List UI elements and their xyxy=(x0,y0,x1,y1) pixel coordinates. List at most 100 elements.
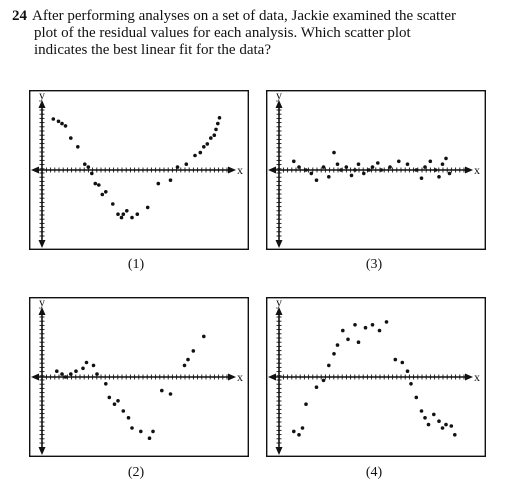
scatter-point xyxy=(135,212,140,216)
scatter-point xyxy=(405,162,410,166)
scatter-point xyxy=(363,325,368,330)
x-axis-label: x xyxy=(474,163,480,177)
scatter-point xyxy=(353,323,357,327)
scatter-point xyxy=(304,168,308,172)
scatter-point xyxy=(440,426,445,430)
scatter-point xyxy=(209,136,213,140)
scatter-point xyxy=(95,372,99,376)
scatter-point xyxy=(84,360,89,365)
scatter-point xyxy=(419,176,424,180)
scatter-point xyxy=(130,426,134,430)
scatter-point xyxy=(314,385,319,389)
plot-frame xyxy=(265,89,487,251)
scatter-point xyxy=(314,178,319,182)
scatter-point xyxy=(76,145,80,149)
scatter-point xyxy=(191,349,196,353)
scatter-point xyxy=(379,168,384,172)
scatter-point xyxy=(156,181,161,186)
scatter-point xyxy=(121,212,126,216)
plot-frame xyxy=(28,296,250,458)
scatter-point xyxy=(332,352,336,356)
scatter-point xyxy=(202,145,206,149)
scatter-point xyxy=(175,165,180,169)
scatter-point xyxy=(292,159,296,164)
scatter-point xyxy=(121,409,126,413)
y-axis-arrow xyxy=(38,307,46,315)
scatter-point xyxy=(119,215,124,220)
scatter-point xyxy=(414,395,419,400)
scatter-point xyxy=(362,171,366,176)
scatter-plot-3: xy xyxy=(265,88,487,251)
scatter-point xyxy=(91,363,96,368)
scatter-point xyxy=(139,429,143,434)
x-axis-arrow xyxy=(465,166,473,174)
y-axis-arrow xyxy=(275,307,283,315)
scatter-point xyxy=(346,337,350,342)
y-axis-label: y xyxy=(39,88,45,102)
scatter-point xyxy=(297,165,301,169)
scatter-point xyxy=(100,192,105,197)
scatter-point xyxy=(186,357,190,362)
y-axis-arrow xyxy=(38,100,46,108)
scatter-point xyxy=(116,212,120,216)
scatter-point xyxy=(304,402,308,406)
x-axis-arrow-left xyxy=(268,166,276,174)
scatter-point xyxy=(397,159,401,164)
scatter-point xyxy=(376,161,380,165)
scatter-point xyxy=(353,168,357,172)
scatter-point xyxy=(444,422,448,427)
scatter-point xyxy=(335,162,340,166)
scatter-plot-4: xy xyxy=(265,295,487,458)
scatter-point xyxy=(321,378,326,383)
scatter-point xyxy=(55,369,59,373)
scatter-point xyxy=(126,416,131,420)
scatter-point xyxy=(168,178,173,182)
scatter-point xyxy=(151,429,155,434)
scatter-point xyxy=(428,159,433,164)
question-block: 24 After performing analyses on a set of … xyxy=(12,8,517,59)
plot-caption-2: (2) xyxy=(127,465,145,480)
scatter-point xyxy=(60,372,64,376)
scatter-point xyxy=(388,165,392,169)
scatter-point xyxy=(69,136,73,140)
scatter-point xyxy=(327,363,331,368)
scatter-point xyxy=(377,328,382,333)
scatter-point xyxy=(332,150,336,155)
scatter-point xyxy=(297,433,301,437)
scatter-point xyxy=(433,168,438,172)
scatter-point xyxy=(168,392,173,396)
question-line-1: 24 After performing analyses on a set of … xyxy=(12,8,517,25)
scatter-point xyxy=(309,171,314,176)
scatter-point xyxy=(437,419,441,423)
x-axis-arrow xyxy=(228,373,236,381)
scatter-point xyxy=(419,409,424,413)
scatter-point xyxy=(145,205,150,210)
scatter-point xyxy=(453,433,457,437)
scatter-point xyxy=(440,162,445,166)
scatter-point xyxy=(147,436,152,440)
plot-frame xyxy=(28,89,250,251)
y-axis-label: y xyxy=(276,88,282,102)
scatter-point xyxy=(444,156,448,161)
scatter-point xyxy=(349,173,354,178)
scatter-point xyxy=(93,181,98,186)
scatter-point xyxy=(432,412,436,417)
scatter-point xyxy=(83,162,87,166)
y-axis-arrow-down xyxy=(38,447,46,455)
scatter-point xyxy=(393,357,398,362)
scatter-point xyxy=(212,133,217,137)
scatter-point xyxy=(86,165,91,169)
scatter-point xyxy=(327,175,331,179)
scatter-point xyxy=(214,127,218,132)
x-axis-arrow-left xyxy=(268,373,276,381)
scatter-point xyxy=(356,340,361,344)
scatter-point xyxy=(217,116,222,120)
x-axis-arrow-left xyxy=(31,166,39,174)
plot-caption-3: (3) xyxy=(365,257,383,272)
y-axis-arrow-down xyxy=(275,447,283,455)
x-axis-arrow xyxy=(465,373,473,381)
scatter-point xyxy=(344,165,349,169)
scatter-point xyxy=(69,372,73,376)
question-number: 24 xyxy=(12,8,27,24)
plot-caption-1: (1) xyxy=(127,257,145,272)
